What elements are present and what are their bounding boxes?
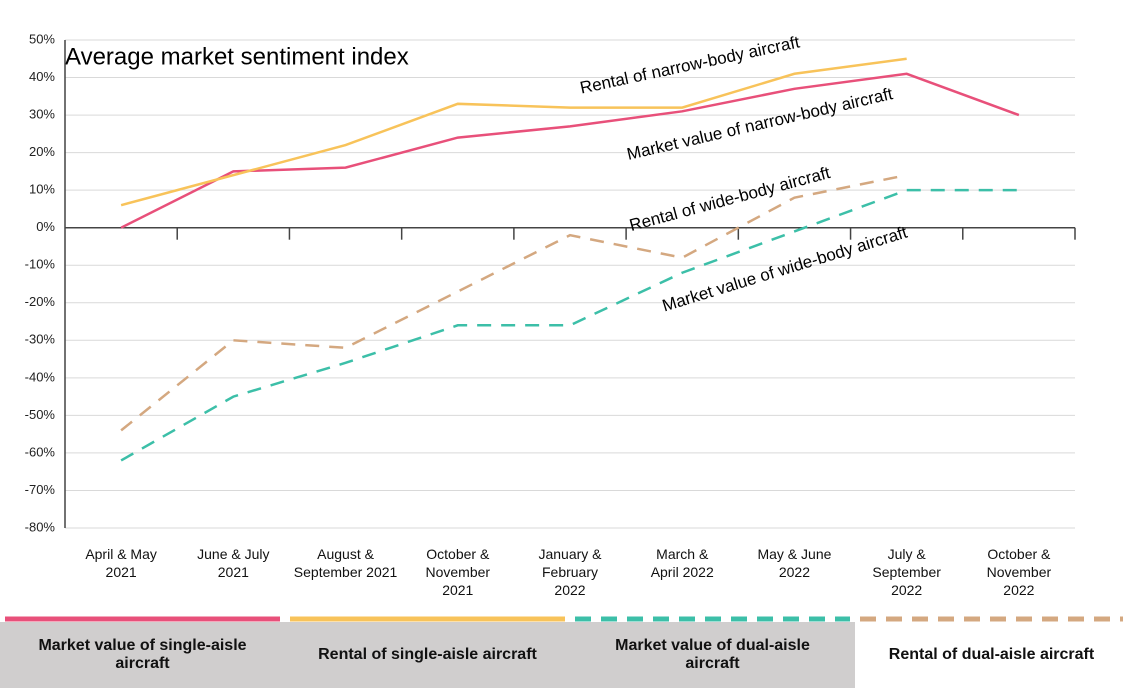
- series-line: [120, 57, 907, 207]
- x-tick-label: January & February 2022: [538, 546, 602, 598]
- y-tick-label: 50%: [29, 31, 55, 46]
- y-tick-label: 0%: [36, 219, 55, 234]
- series-line: [120, 173, 907, 432]
- x-tick-label: October & November 2022: [986, 546, 1052, 598]
- legend-label: Rental of dual-aisle aircraft: [888, 646, 1095, 663]
- annotation: Market value of wide-body aircraft: [660, 223, 910, 316]
- x-tick-label: August & September 2021: [293, 546, 398, 580]
- x-tick-label: June & July 2021: [197, 546, 270, 580]
- legend-label: Market value of single-aisle aircraft: [38, 637, 247, 672]
- x-tick-label: May & June 2022: [757, 546, 832, 580]
- legend-label: Rental of single-aisle aircraft: [318, 646, 537, 663]
- y-tick-label: 20%: [29, 144, 55, 159]
- y-tick-label: -10%: [25, 257, 56, 272]
- y-tick-label: -40%: [25, 369, 56, 384]
- series-line: [120, 72, 1020, 229]
- y-tick-label: 30%: [29, 107, 55, 122]
- chart-subtitle: Average market sentiment index: [65, 43, 409, 70]
- x-tick-label: July & September 2022: [872, 546, 941, 598]
- y-tick-label: -60%: [25, 444, 56, 459]
- y-tick-label: 10%: [29, 182, 55, 197]
- series-line: [120, 188, 1019, 462]
- legend-box: [285, 622, 570, 688]
- x-tick-label: October & November 2021: [425, 546, 491, 598]
- x-tick-label: April & May 2021: [85, 546, 157, 580]
- x-tick-label: March & April 2022: [650, 546, 714, 580]
- legend-box: [0, 622, 285, 688]
- legend-box: [570, 622, 855, 688]
- y-tick-label: -30%: [25, 332, 56, 347]
- annotation: Rental of wide-body aircraft: [627, 163, 832, 235]
- y-tick-label: -50%: [25, 407, 56, 422]
- annotation: Rental of narrow-body aircraft: [578, 32, 801, 97]
- y-tick-label: -70%: [25, 482, 56, 497]
- y-tick-label: -20%: [25, 294, 56, 309]
- y-tick-label: -80%: [25, 519, 56, 534]
- y-tick-label: 40%: [29, 69, 55, 84]
- legend-label: Market value of dual-aisle aircraft: [615, 637, 810, 672]
